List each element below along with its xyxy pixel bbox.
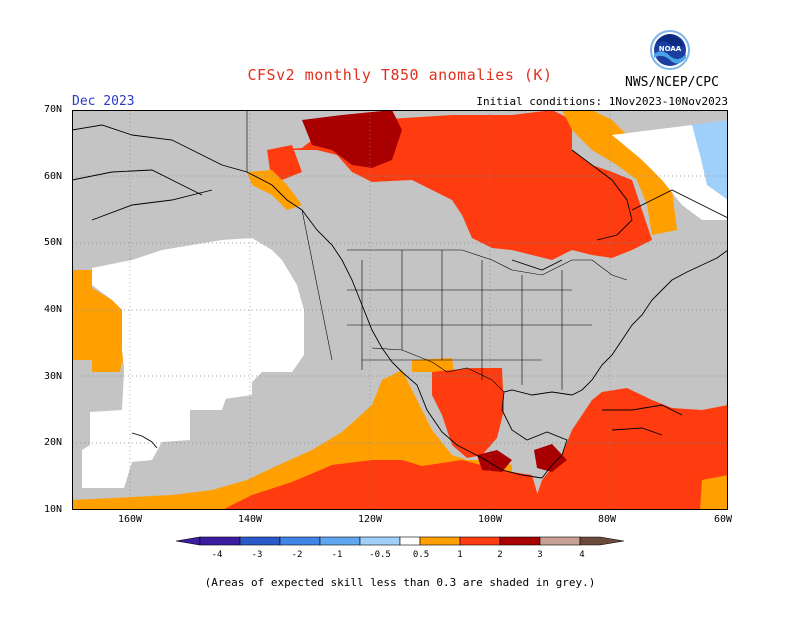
neutral-pacific-patch — [212, 372, 252, 400]
anomaly-orange-west — [72, 270, 124, 372]
colorbar-label: 2 — [497, 550, 502, 560]
colorbar-seg-2 — [239, 536, 281, 546]
lat-label-20n: 20N — [44, 437, 63, 448]
colorbar-seg-8 — [459, 536, 501, 546]
political-borders — [246, 110, 628, 393]
colorbar-seg-9 — [499, 536, 541, 546]
lat-label-50n: 50N — [44, 237, 63, 248]
colorbar-seg-5 — [359, 536, 401, 546]
grid-lines — [72, 110, 728, 510]
anomaly-red-atlantic — [532, 388, 728, 510]
colorbar-seg-1 — [199, 536, 241, 546]
colorbar: -4 -3 -2 -1 -0.5 0.5 1 2 3 4 — [175, 536, 625, 560]
colorbar-label: 3 — [537, 550, 542, 560]
svg-text:NOAA: NOAA — [659, 45, 682, 53]
lat-label-30n: 30N — [44, 371, 63, 382]
colorbar-label: 0.5 — [413, 550, 429, 560]
colorbar-seg-4 — [319, 536, 361, 546]
colorbar-arrow-left — [175, 536, 201, 546]
lat-label-40n: 40N — [44, 304, 63, 315]
forecast-month: Dec 2023 — [72, 94, 135, 109]
neutral-pacific-region — [82, 238, 304, 488]
colorbar-label: -2 — [292, 550, 303, 560]
lon-label-60w: 60W — [714, 514, 733, 525]
anomaly-red-south — [222, 460, 542, 510]
map-title: CFSv2 monthly T850 anomalies (K) — [247, 66, 553, 84]
agency-label: NWS/NCEP/CPC — [625, 75, 719, 90]
anomaly-red-mexico — [432, 368, 504, 458]
anomaly-orange-mexico — [412, 358, 454, 372]
colorbar-label: 4 — [579, 550, 584, 560]
lon-label-140w: 140W — [238, 514, 263, 525]
skill-note: (Areas of expected skill less than 0.3 a… — [204, 576, 596, 589]
colorbar-label: -3 — [252, 550, 263, 560]
lon-label-80w: 80W — [598, 514, 617, 525]
lat-label-10n: 10N — [44, 504, 63, 515]
colorbar-label: -1 — [332, 550, 343, 560]
anomaly-dark-red-canada — [302, 110, 402, 168]
anomaly-light-blue-labrador — [692, 120, 728, 200]
colorbar-arrow-right — [579, 536, 625, 546]
anomaly-map — [72, 110, 728, 510]
colorbar-seg-7 — [419, 536, 461, 546]
colorbar-seg-10 — [539, 536, 581, 546]
colorbar-seg-6 — [399, 536, 421, 546]
colorbar-seg-3 — [279, 536, 321, 546]
lat-label-60n: 60N — [44, 171, 63, 182]
initial-conditions: Initial conditions: 1Nov2023-10Nov2023 — [476, 95, 728, 108]
anomaly-orange-quebec — [562, 110, 677, 235]
colorbar-label: -4 — [212, 550, 223, 560]
lat-label-70n: 70N — [44, 104, 63, 115]
colorbar-label: -0.5 — [369, 550, 391, 560]
anomaly-orange-alaska-coast — [247, 170, 302, 210]
anomaly-dark-red-caribbean — [534, 444, 567, 472]
anomaly-orange-atlantic — [700, 475, 728, 510]
coastlines — [72, 124, 728, 479]
colorbar-label: 1 — [457, 550, 462, 560]
lon-label-120w: 120W — [358, 514, 383, 525]
map-frame — [72, 110, 728, 510]
lon-label-160w: 160W — [118, 514, 143, 525]
anomaly-red-canada-north — [267, 145, 302, 180]
noaa-logo-icon: NOAA — [650, 30, 690, 70]
anomaly-dark-red-mexico — [477, 450, 512, 472]
lon-label-100w: 100W — [478, 514, 503, 525]
